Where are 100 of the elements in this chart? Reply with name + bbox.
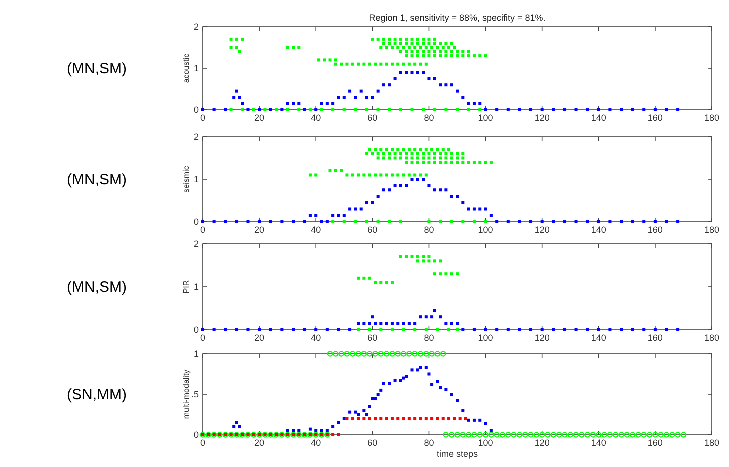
point [308, 428, 312, 431]
point [314, 429, 318, 432]
point [436, 417, 440, 420]
point [439, 260, 442, 263]
point [212, 328, 216, 332]
point [484, 422, 488, 426]
point [453, 417, 456, 420]
x-tick-label: 160 [648, 333, 663, 343]
point [390, 417, 394, 420]
point [462, 201, 465, 204]
point [414, 322, 417, 326]
point [374, 417, 377, 420]
point [235, 421, 238, 424]
point [472, 418, 476, 422]
point [246, 220, 250, 224]
x-tick-label: 60 [368, 333, 378, 343]
point [586, 328, 590, 332]
point [540, 328, 544, 332]
point [436, 328, 440, 332]
point [410, 178, 414, 181]
point [357, 328, 360, 332]
point [399, 379, 402, 382]
point [552, 220, 556, 224]
x-tick-label: 0 [200, 225, 206, 235]
y-axis-title: seismic [182, 166, 191, 193]
point [342, 214, 346, 218]
point [348, 208, 352, 211]
point [376, 393, 380, 396]
point [428, 255, 431, 258]
point [371, 201, 374, 204]
point [368, 328, 372, 332]
y-axis-title: acoustic [182, 54, 191, 84]
point [380, 322, 383, 326]
point [374, 281, 377, 284]
x-tick-label: 100 [478, 333, 494, 343]
point [380, 388, 383, 392]
x-tick-label: 180 [704, 225, 720, 235]
y-tick-label: 2 [194, 239, 199, 249]
point [332, 425, 335, 428]
point [428, 372, 431, 376]
point [320, 429, 324, 432]
point [586, 220, 590, 224]
point [348, 410, 352, 414]
x-tick-label: 140 [591, 225, 606, 235]
text: (MN,SM) [67, 279, 127, 296]
point [388, 382, 392, 386]
point [608, 220, 612, 224]
y-tick-label: .5 [191, 390, 199, 400]
point [490, 214, 493, 218]
point [346, 417, 349, 420]
point [484, 208, 488, 211]
x-tick-label: 20 [254, 438, 265, 448]
point [402, 322, 406, 326]
point [439, 272, 442, 276]
point [235, 328, 238, 332]
point [654, 328, 657, 332]
point [399, 255, 402, 258]
point [224, 220, 228, 224]
x-tick-label: 140 [591, 113, 606, 123]
point [484, 328, 488, 332]
point [402, 417, 406, 420]
point [385, 322, 388, 326]
point [374, 322, 377, 326]
point [416, 260, 420, 263]
x-tick-label: 120 [534, 113, 550, 123]
x-tick-label: 80 [424, 438, 434, 448]
point [402, 328, 406, 332]
point [326, 220, 329, 224]
point [458, 417, 462, 420]
point [430, 417, 434, 420]
point [450, 272, 454, 276]
y-tick-label: 1 [194, 349, 199, 359]
point [374, 397, 377, 400]
point [442, 417, 445, 420]
x-tick-label: 80 [424, 333, 434, 343]
point [506, 328, 510, 332]
x-tick-label: 60 [368, 225, 378, 235]
point [246, 328, 250, 332]
point [396, 322, 400, 326]
x-tick-label: 140 [591, 333, 606, 343]
point [467, 418, 470, 422]
x-tick-label: 80 [424, 113, 434, 123]
point [292, 429, 295, 432]
y-axis-title: PIR [182, 280, 191, 294]
point [506, 220, 510, 224]
point [422, 255, 426, 258]
point [388, 188, 392, 192]
point [232, 425, 236, 428]
point [450, 322, 454, 326]
point [405, 184, 408, 188]
point [563, 328, 566, 332]
point [405, 375, 408, 378]
point [563, 220, 566, 224]
point [354, 208, 358, 211]
point [308, 214, 312, 218]
point [371, 397, 374, 400]
point [362, 409, 366, 412]
x-tick-label: 40 [311, 438, 322, 448]
point [424, 417, 428, 420]
point [467, 208, 470, 211]
